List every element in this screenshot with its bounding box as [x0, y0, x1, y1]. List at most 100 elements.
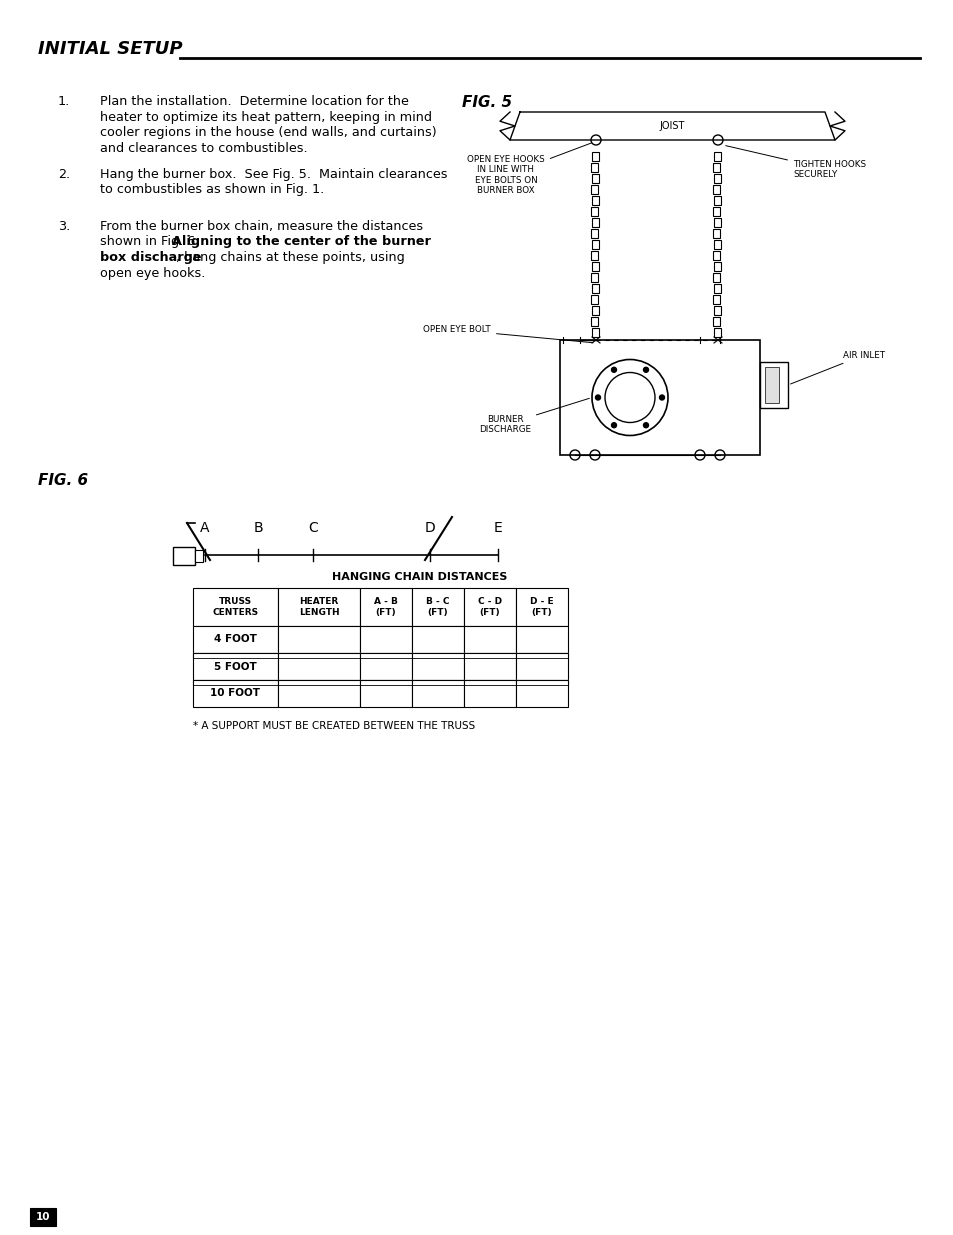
Text: E: E [493, 521, 502, 535]
Bar [760, 362, 787, 408]
Bar [463, 626, 516, 653]
Text: cooler regions in the house (end walls, and curtains): cooler regions in the house (end walls, … [100, 126, 436, 140]
Text: OPEN EYE HOOKS
IN LINE WITH
EYE BOLTS ON
BURNER BOX: OPEN EYE HOOKS IN LINE WITH EYE BOLTS ON… [467, 143, 591, 195]
Bar [359, 588, 412, 626]
Bar [172, 547, 194, 564]
Text: OPEN EYE BOLT: OPEN EYE BOLT [423, 326, 593, 343]
Bar [713, 228, 720, 238]
Bar [764, 367, 779, 403]
Bar [714, 219, 720, 227]
Bar [194, 550, 203, 562]
Bar [591, 317, 598, 326]
Text: HEATER
LENGTH: HEATER LENGTH [298, 598, 339, 616]
Bar [516, 588, 567, 626]
Bar [714, 284, 720, 293]
Bar [592, 262, 598, 270]
Bar [592, 240, 598, 249]
Text: D - E
(FT): D - E (FT) [530, 598, 554, 616]
Bar [713, 185, 720, 194]
Text: 1.: 1. [58, 95, 71, 107]
Circle shape [643, 422, 648, 427]
Text: 5 FOOT: 5 FOOT [213, 662, 256, 672]
Bar [591, 185, 598, 194]
Bar [277, 588, 359, 626]
Bar [463, 653, 516, 680]
Text: heater to optimize its heat pattern, keeping in mind: heater to optimize its heat pattern, kee… [100, 110, 432, 124]
Bar [713, 295, 720, 304]
Bar [412, 680, 463, 706]
Bar [714, 174, 720, 183]
Text: HANGING CHAIN DISTANCES: HANGING CHAIN DISTANCES [332, 572, 507, 582]
Polygon shape [193, 680, 567, 685]
Bar [713, 273, 720, 282]
Bar [277, 680, 359, 706]
Bar [591, 295, 598, 304]
Bar [714, 329, 720, 337]
Text: 10: 10 [35, 1212, 51, 1221]
Bar [193, 626, 277, 653]
Text: INITIAL SETUP: INITIAL SETUP [38, 40, 182, 58]
Bar [591, 163, 598, 172]
Bar [592, 219, 598, 227]
Bar [591, 251, 598, 261]
Text: Plan the installation.  Determine location for the: Plan the installation. Determine locatio… [100, 95, 409, 107]
Bar [714, 306, 720, 315]
Bar [463, 588, 516, 626]
Text: TIGHTEN HOOKS
SECURELY: TIGHTEN HOOKS SECURELY [725, 146, 865, 179]
Bar [516, 626, 567, 653]
Text: From the burner box chain, measure the distances: From the burner box chain, measure the d… [100, 220, 423, 233]
Text: shown in Fig. 6.: shown in Fig. 6. [100, 236, 207, 248]
Bar [713, 163, 720, 172]
Text: Hang the burner box.  See Fig. 5.  Maintain clearances: Hang the burner box. See Fig. 5. Maintai… [100, 168, 447, 182]
Text: 3.: 3. [58, 220, 71, 233]
Bar [412, 588, 463, 626]
Text: TRUSS
CENTERS: TRUSS CENTERS [213, 598, 258, 616]
Text: D: D [424, 521, 435, 535]
Bar [463, 680, 516, 706]
Text: FIG. 5: FIG. 5 [461, 95, 512, 110]
Text: AIR INLET: AIR INLET [790, 351, 884, 384]
Bar [592, 329, 598, 337]
Polygon shape [510, 112, 834, 140]
Bar [412, 653, 463, 680]
Bar [592, 196, 598, 205]
Text: B - C
(FT): B - C (FT) [426, 598, 449, 616]
Text: Aligning to the center of the burner: Aligning to the center of the burner [172, 236, 431, 248]
Circle shape [611, 422, 616, 427]
Bar [193, 588, 277, 626]
Circle shape [659, 395, 664, 400]
Text: box discharge: box discharge [100, 251, 201, 264]
Bar [713, 207, 720, 216]
Bar [713, 251, 720, 261]
Bar [714, 196, 720, 205]
Bar [592, 152, 598, 161]
Bar [714, 152, 720, 161]
Bar [30, 1208, 56, 1226]
Bar [714, 262, 720, 270]
Text: and clearances to combustibles.: and clearances to combustibles. [100, 142, 307, 154]
Text: 10 FOOT: 10 FOOT [211, 688, 260, 699]
Bar [359, 680, 412, 706]
Bar [193, 653, 277, 680]
Text: , hang chains at these points, using: , hang chains at these points, using [175, 251, 404, 264]
Text: JOIST: JOIST [659, 121, 684, 131]
Text: BURNER
DISCHARGE: BURNER DISCHARGE [478, 399, 589, 435]
Text: 2.: 2. [58, 168, 71, 182]
Text: A: A [200, 521, 210, 535]
Bar [713, 317, 720, 326]
Text: C: C [308, 521, 317, 535]
Bar [277, 626, 359, 653]
Bar [412, 626, 463, 653]
Bar [516, 653, 567, 680]
Text: A - B
(FT): A - B (FT) [374, 598, 397, 616]
Bar [516, 680, 567, 706]
Bar [592, 306, 598, 315]
Bar [359, 653, 412, 680]
Bar [714, 240, 720, 249]
Polygon shape [193, 653, 567, 658]
Bar [559, 340, 760, 454]
Bar [591, 207, 598, 216]
Circle shape [643, 367, 648, 372]
Bar [591, 228, 598, 238]
Text: open eye hooks.: open eye hooks. [100, 267, 205, 279]
